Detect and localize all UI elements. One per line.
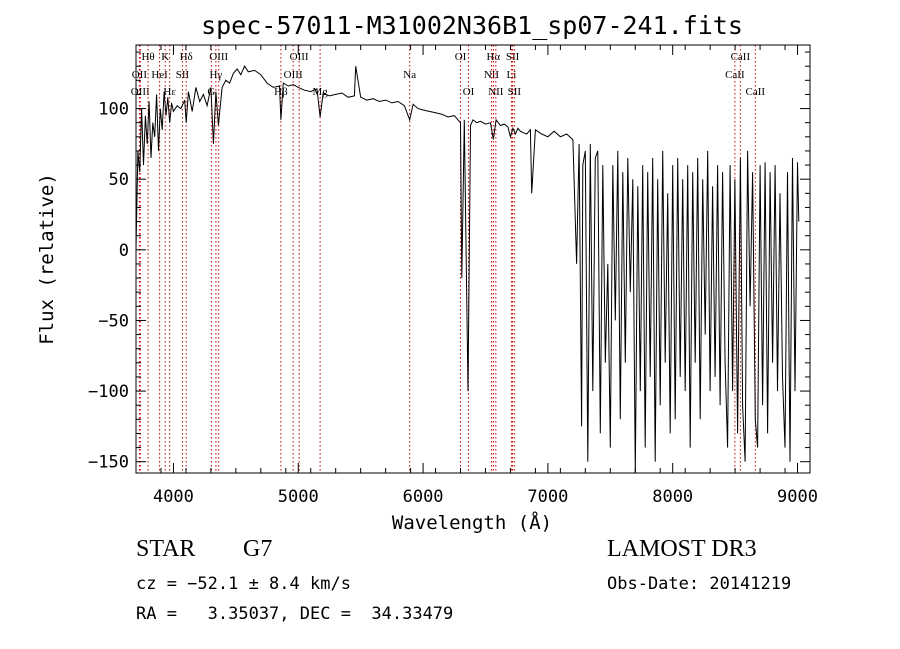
line-marker-label-22: SII bbox=[506, 51, 520, 63]
line-marker-label-23: SII bbox=[508, 86, 522, 98]
spectral-subclass: G7 bbox=[243, 536, 273, 562]
line-marker-label-20: NII bbox=[488, 86, 504, 98]
line-marker-label-13: OIII bbox=[290, 51, 309, 63]
coordinates: RA = 3.35037, DEC = 34.33479 bbox=[136, 604, 454, 624]
line-marker-label-12: OIII bbox=[284, 69, 303, 81]
line-marker-label-14: Mg bbox=[312, 86, 328, 98]
y-tick-label-4: 50 bbox=[109, 170, 129, 190]
line-marker-label-19: Hα bbox=[486, 51, 500, 63]
x-tick-label-0: 4000 bbox=[153, 487, 194, 507]
y-tick-label-5: 100 bbox=[98, 100, 129, 120]
line-marker-label-24: CaII bbox=[725, 69, 745, 81]
line-marker-label-0: OII bbox=[132, 69, 148, 81]
line-marker-label-5: Hε bbox=[163, 86, 176, 98]
survey-name: LAMOST DR3 bbox=[607, 536, 757, 562]
line-marker-label-7: Hδ bbox=[180, 51, 193, 63]
y-axis-label: Flux (relative) bbox=[36, 173, 58, 345]
x-tick-label-4: 8000 bbox=[652, 487, 693, 507]
line-marker-label-4: K bbox=[161, 51, 169, 63]
x-tick-label-2: 6000 bbox=[403, 487, 444, 507]
line-marker-layer: OIIOIIIHθHeIKHεSIIHδGHγOIIIHβOIIIOIIIMgN… bbox=[131, 45, 766, 473]
line-marker-label-2: Hθ bbox=[141, 51, 154, 63]
x-axis-label: Wavelength (Å) bbox=[392, 511, 552, 534]
line-marker-label-25: CaII bbox=[731, 51, 751, 63]
line-marker-label-15: Na bbox=[403, 69, 416, 81]
chart-title: spec-57011-M31002N36B1_sp07-241.fits bbox=[201, 11, 743, 40]
observation-date: Obs-Date: 20141219 bbox=[607, 574, 792, 594]
spectrum-layer bbox=[135, 65, 800, 474]
y-tick-label-3: 0 bbox=[119, 241, 129, 261]
line-marker-label-18: NII bbox=[484, 69, 500, 81]
axis-ticks: 4000 5000 6000 7000 8000 9000 −150 −100 −50 0 50 10… bbox=[88, 45, 818, 507]
line-marker-label-6: SII bbox=[176, 69, 190, 81]
line-marker-label-11: Hβ bbox=[274, 86, 288, 98]
spectrum-line-0 bbox=[135, 65, 800, 474]
line-marker-label-10: OIII bbox=[209, 51, 228, 63]
object-type: STAR bbox=[136, 536, 196, 562]
line-marker-label-16: OI bbox=[455, 51, 467, 63]
line-marker-label-1: OIII bbox=[131, 86, 150, 98]
y-tick-label-2: −50 bbox=[98, 311, 129, 331]
plot-frame bbox=[135, 44, 811, 474]
x-tick-label-3: 7000 bbox=[527, 487, 568, 507]
line-marker-label-3: HeI bbox=[151, 69, 168, 81]
line-marker-label-17: OI bbox=[463, 86, 475, 98]
x-tick-label-5: 9000 bbox=[777, 487, 818, 507]
x-tick-label-1: 5000 bbox=[278, 487, 319, 507]
y-tick-label-1: −100 bbox=[88, 382, 129, 402]
line-marker-label-26: CaII bbox=[746, 86, 766, 98]
y-tick-label-0: −150 bbox=[88, 453, 129, 473]
line-marker-label-21: Li bbox=[507, 69, 517, 81]
line-marker-label-9: Hγ bbox=[209, 69, 222, 81]
redshift-cz: cz = −52.1 ± 8.4 km/s bbox=[136, 574, 351, 594]
